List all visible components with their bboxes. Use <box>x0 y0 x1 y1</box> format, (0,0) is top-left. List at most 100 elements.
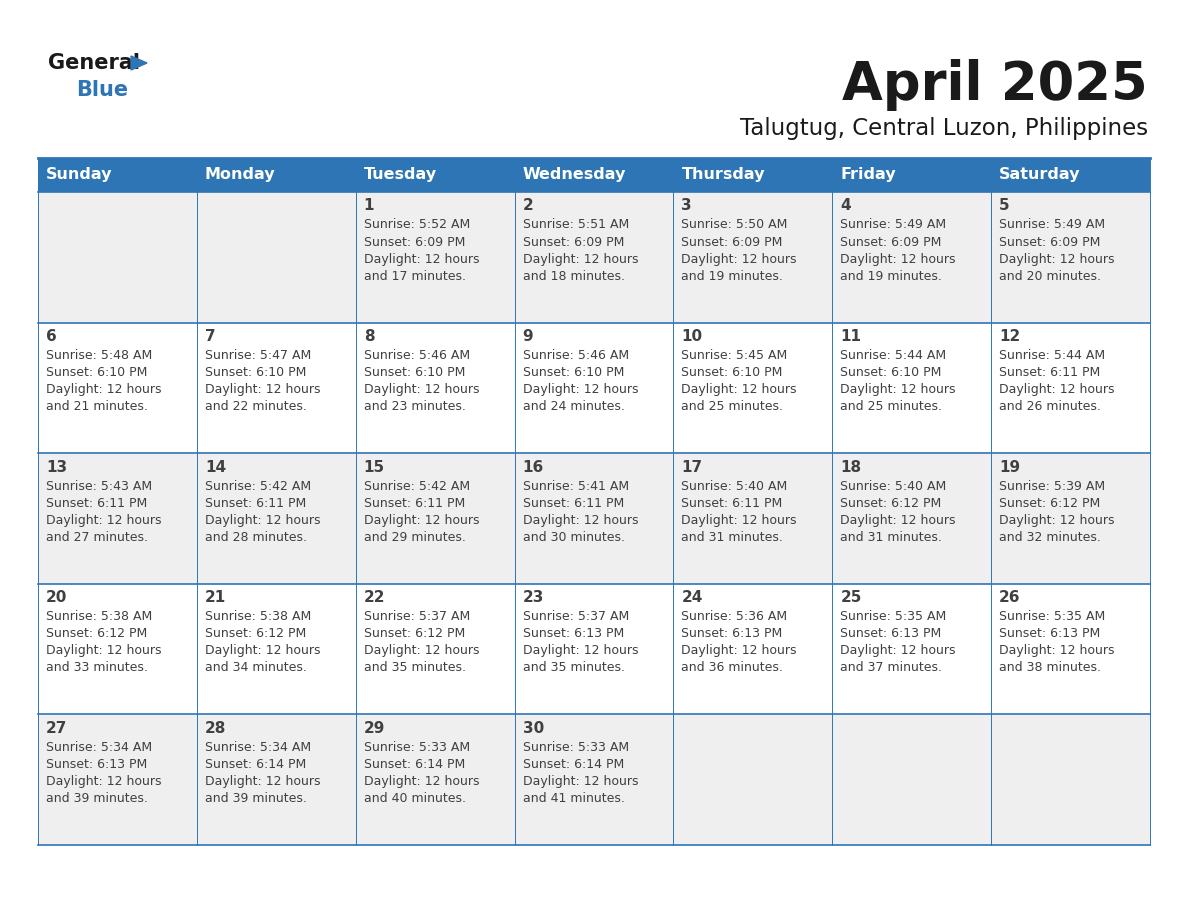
Text: 29: 29 <box>364 721 385 736</box>
Text: and 31 minutes.: and 31 minutes. <box>840 531 942 543</box>
Text: Daylight: 12 hours: Daylight: 12 hours <box>46 383 162 396</box>
Text: Daylight: 12 hours: Daylight: 12 hours <box>682 644 797 657</box>
Text: Sunset: 6:09 PM: Sunset: 6:09 PM <box>999 236 1100 249</box>
Text: Sunrise: 5:52 AM: Sunrise: 5:52 AM <box>364 218 470 231</box>
Text: and 19 minutes.: and 19 minutes. <box>682 270 783 283</box>
Text: Sunrise: 5:35 AM: Sunrise: 5:35 AM <box>840 610 947 623</box>
Text: 12: 12 <box>999 329 1020 344</box>
Text: and 32 minutes.: and 32 minutes. <box>999 531 1101 543</box>
Text: 20: 20 <box>46 590 68 605</box>
Text: Friday: Friday <box>840 167 896 183</box>
Text: Sunrise: 5:40 AM: Sunrise: 5:40 AM <box>682 480 788 493</box>
Text: Daylight: 12 hours: Daylight: 12 hours <box>204 644 321 657</box>
Text: Sunset: 6:11 PM: Sunset: 6:11 PM <box>364 497 465 509</box>
Text: Saturday: Saturday <box>999 167 1081 183</box>
Text: 27: 27 <box>46 721 68 736</box>
Text: Sunset: 6:13 PM: Sunset: 6:13 PM <box>999 627 1100 640</box>
Text: Sunset: 6:09 PM: Sunset: 6:09 PM <box>840 236 942 249</box>
Text: Sunset: 6:13 PM: Sunset: 6:13 PM <box>523 627 624 640</box>
Text: Sunrise: 5:37 AM: Sunrise: 5:37 AM <box>364 610 470 623</box>
Text: and 27 minutes.: and 27 minutes. <box>46 531 148 543</box>
Text: and 34 minutes.: and 34 minutes. <box>204 661 307 675</box>
Text: and 18 minutes.: and 18 minutes. <box>523 270 625 283</box>
Text: Sunset: 6:10 PM: Sunset: 6:10 PM <box>364 366 465 379</box>
Text: Sunrise: 5:33 AM: Sunrise: 5:33 AM <box>523 741 628 754</box>
Text: Sunrise: 5:49 AM: Sunrise: 5:49 AM <box>999 218 1105 231</box>
Text: Sunrise: 5:46 AM: Sunrise: 5:46 AM <box>523 349 628 362</box>
Text: Daylight: 12 hours: Daylight: 12 hours <box>46 775 162 788</box>
Text: 6: 6 <box>46 329 57 344</box>
Text: Sunrise: 5:45 AM: Sunrise: 5:45 AM <box>682 349 788 362</box>
Text: Sunset: 6:12 PM: Sunset: 6:12 PM <box>46 627 147 640</box>
Text: 17: 17 <box>682 460 702 475</box>
Text: Sunrise: 5:51 AM: Sunrise: 5:51 AM <box>523 218 628 231</box>
Text: 24: 24 <box>682 590 703 605</box>
Text: Sunrise: 5:37 AM: Sunrise: 5:37 AM <box>523 610 628 623</box>
Text: April 2025: April 2025 <box>842 59 1148 111</box>
Text: and 37 minutes.: and 37 minutes. <box>840 661 942 675</box>
Text: General: General <box>48 53 140 73</box>
Text: and 35 minutes.: and 35 minutes. <box>523 661 625 675</box>
Bar <box>38 192 1150 322</box>
Text: Sunrise: 5:39 AM: Sunrise: 5:39 AM <box>999 480 1105 493</box>
Text: and 36 minutes.: and 36 minutes. <box>682 661 783 675</box>
Text: 16: 16 <box>523 460 544 475</box>
Text: 25: 25 <box>840 590 861 605</box>
Text: Sunrise: 5:43 AM: Sunrise: 5:43 AM <box>46 480 152 493</box>
Text: Sunset: 6:13 PM: Sunset: 6:13 PM <box>682 627 783 640</box>
Text: Monday: Monday <box>204 167 276 183</box>
Text: Daylight: 12 hours: Daylight: 12 hours <box>682 252 797 265</box>
Text: and 39 minutes.: and 39 minutes. <box>46 792 147 805</box>
Text: Sunrise: 5:49 AM: Sunrise: 5:49 AM <box>840 218 947 231</box>
Text: Daylight: 12 hours: Daylight: 12 hours <box>204 514 321 527</box>
Text: Sunrise: 5:34 AM: Sunrise: 5:34 AM <box>46 741 152 754</box>
Text: Sunset: 6:14 PM: Sunset: 6:14 PM <box>523 758 624 771</box>
Text: Talugtug, Central Luzon, Philippines: Talugtug, Central Luzon, Philippines <box>740 117 1148 140</box>
Text: Sunset: 6:10 PM: Sunset: 6:10 PM <box>204 366 307 379</box>
Text: and 40 minutes.: and 40 minutes. <box>364 792 466 805</box>
Bar <box>833 158 991 192</box>
Text: and 20 minutes.: and 20 minutes. <box>999 270 1101 283</box>
Text: Sunset: 6:14 PM: Sunset: 6:14 PM <box>204 758 307 771</box>
Text: Daylight: 12 hours: Daylight: 12 hours <box>999 383 1114 396</box>
Text: Sunrise: 5:46 AM: Sunrise: 5:46 AM <box>364 349 469 362</box>
Text: Daylight: 12 hours: Daylight: 12 hours <box>840 514 956 527</box>
Text: 2: 2 <box>523 198 533 214</box>
Text: 11: 11 <box>840 329 861 344</box>
Text: Sunset: 6:12 PM: Sunset: 6:12 PM <box>364 627 465 640</box>
Text: Sunset: 6:14 PM: Sunset: 6:14 PM <box>364 758 465 771</box>
Text: Daylight: 12 hours: Daylight: 12 hours <box>682 514 797 527</box>
Bar <box>38 453 1150 584</box>
Text: 3: 3 <box>682 198 693 214</box>
Text: 21: 21 <box>204 590 226 605</box>
Text: Sunset: 6:13 PM: Sunset: 6:13 PM <box>46 758 147 771</box>
Text: Sunset: 6:13 PM: Sunset: 6:13 PM <box>840 627 942 640</box>
Text: Daylight: 12 hours: Daylight: 12 hours <box>682 383 797 396</box>
Text: Sunset: 6:11 PM: Sunset: 6:11 PM <box>682 497 783 509</box>
Polygon shape <box>131 56 147 70</box>
Text: Daylight: 12 hours: Daylight: 12 hours <box>523 644 638 657</box>
Text: Sunrise: 5:47 AM: Sunrise: 5:47 AM <box>204 349 311 362</box>
Text: and 17 minutes.: and 17 minutes. <box>364 270 466 283</box>
Text: 23: 23 <box>523 590 544 605</box>
Text: Sunset: 6:11 PM: Sunset: 6:11 PM <box>46 497 147 509</box>
Text: Daylight: 12 hours: Daylight: 12 hours <box>523 252 638 265</box>
Text: Sunrise: 5:34 AM: Sunrise: 5:34 AM <box>204 741 311 754</box>
Text: Daylight: 12 hours: Daylight: 12 hours <box>999 514 1114 527</box>
Text: and 38 minutes.: and 38 minutes. <box>999 661 1101 675</box>
Text: and 24 minutes.: and 24 minutes. <box>523 400 625 413</box>
Bar <box>355 158 514 192</box>
Text: Daylight: 12 hours: Daylight: 12 hours <box>364 514 479 527</box>
Text: Daylight: 12 hours: Daylight: 12 hours <box>364 383 479 396</box>
Text: and 33 minutes.: and 33 minutes. <box>46 661 147 675</box>
Text: 30: 30 <box>523 721 544 736</box>
Text: Sunrise: 5:41 AM: Sunrise: 5:41 AM <box>523 480 628 493</box>
Text: Sunrise: 5:38 AM: Sunrise: 5:38 AM <box>204 610 311 623</box>
Text: and 35 minutes.: and 35 minutes. <box>364 661 466 675</box>
Text: and 39 minutes.: and 39 minutes. <box>204 792 307 805</box>
Text: and 29 minutes.: and 29 minutes. <box>364 531 466 543</box>
Text: and 25 minutes.: and 25 minutes. <box>840 400 942 413</box>
Text: Sunrise: 5:35 AM: Sunrise: 5:35 AM <box>999 610 1105 623</box>
Text: Sunrise: 5:42 AM: Sunrise: 5:42 AM <box>204 480 311 493</box>
Text: Sunset: 6:11 PM: Sunset: 6:11 PM <box>999 366 1100 379</box>
